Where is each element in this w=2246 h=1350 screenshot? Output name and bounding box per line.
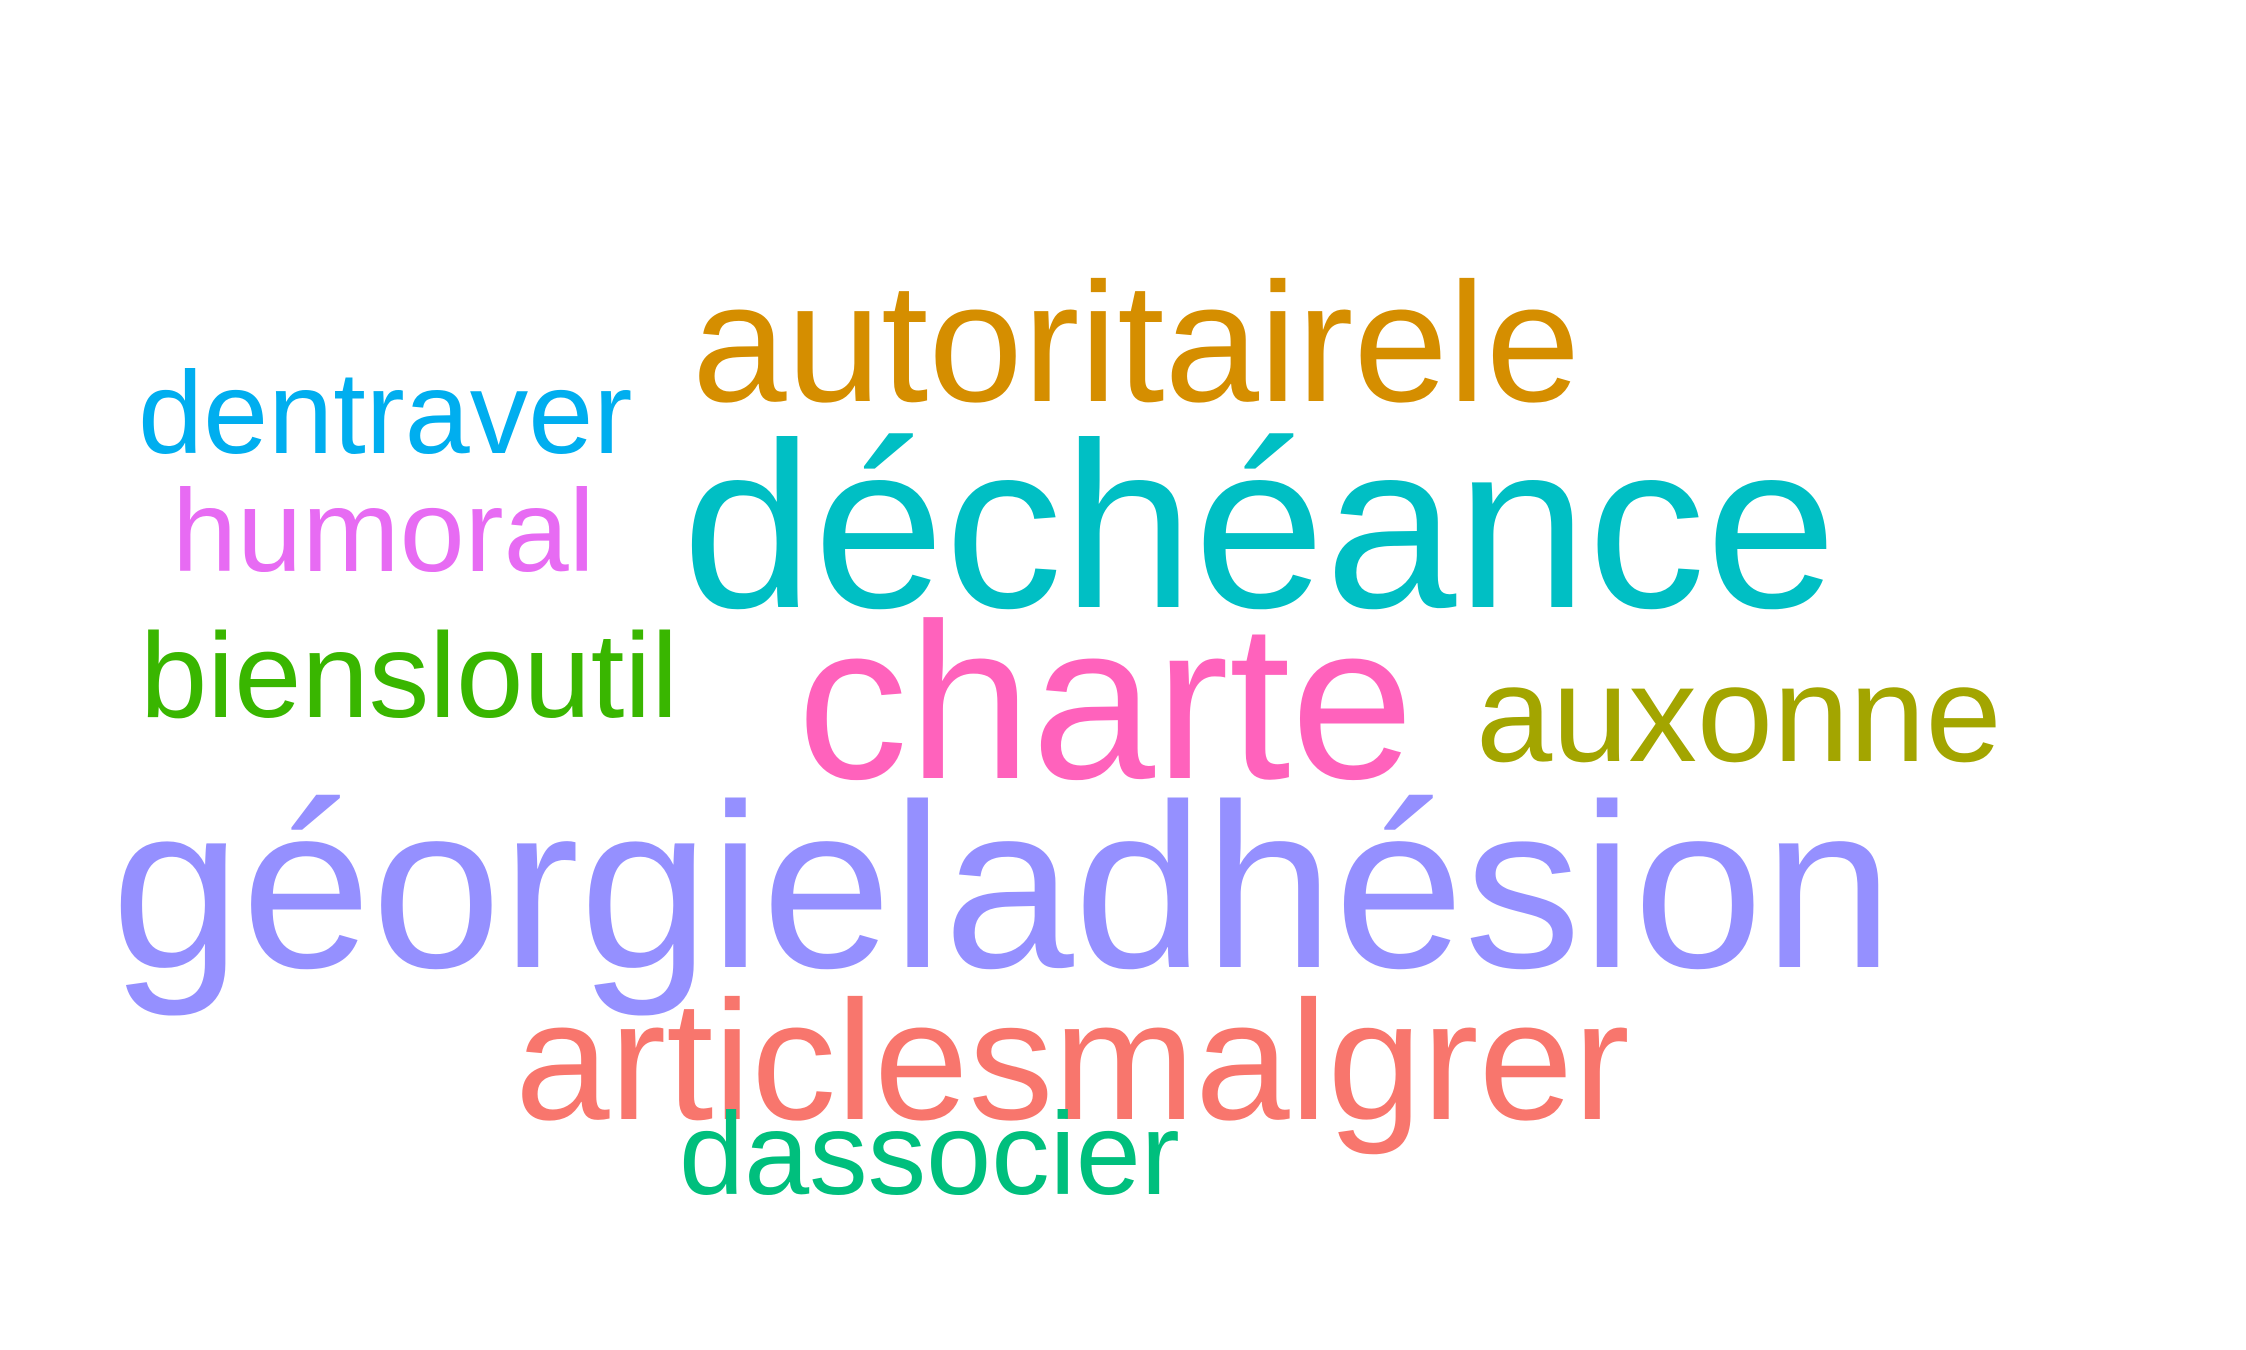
word-autoritairele: autoritairele (692, 248, 1581, 438)
word-auxonne: auxonne (1476, 638, 2002, 791)
word-humoral: humoral (172, 465, 595, 596)
word-decheance: déchéance (682, 394, 1837, 658)
word-charte: charte (797, 578, 1415, 826)
word-dentraver: dentraver (138, 347, 633, 478)
word-articlesmalgrer: articlesmalgrer (515, 966, 1630, 1156)
word-dassocier: dassocier (679, 1088, 1180, 1219)
word-biensloutil: biensloutil (140, 607, 679, 743)
word-georgieladhesion: géorgieladhésion (111, 755, 1894, 1017)
